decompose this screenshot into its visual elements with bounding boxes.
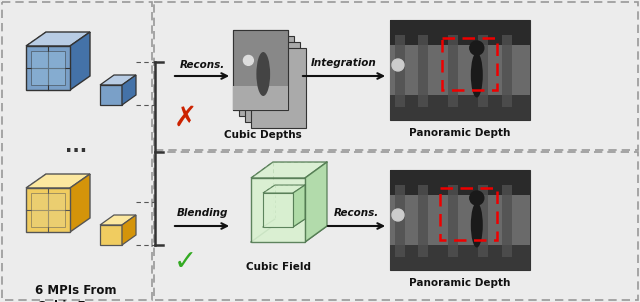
Polygon shape <box>122 75 136 105</box>
Polygon shape <box>263 193 293 227</box>
Circle shape <box>243 56 253 65</box>
Polygon shape <box>305 162 327 242</box>
Text: Recons.: Recons. <box>179 60 225 70</box>
Bar <box>478 185 488 257</box>
Bar <box>390 245 530 270</box>
Bar <box>390 170 530 195</box>
Bar <box>390 20 530 45</box>
Circle shape <box>392 59 404 71</box>
Polygon shape <box>26 188 70 232</box>
Polygon shape <box>251 162 327 178</box>
Text: Integration: Integration <box>311 58 377 68</box>
Bar <box>2 2 152 300</box>
Text: Panoramic Depth: Panoramic Depth <box>410 128 511 138</box>
Polygon shape <box>70 174 90 232</box>
Polygon shape <box>26 46 70 90</box>
Text: Recons.: Recons. <box>333 208 379 218</box>
Bar <box>390 20 530 120</box>
Bar <box>390 45 530 95</box>
Text: ✗: ✗ <box>173 104 196 132</box>
Polygon shape <box>293 185 305 227</box>
Bar <box>154 152 638 300</box>
Bar <box>233 86 288 110</box>
Polygon shape <box>122 215 136 245</box>
Polygon shape <box>26 32 90 46</box>
Polygon shape <box>31 51 65 85</box>
Circle shape <box>470 191 484 205</box>
Bar <box>233 30 288 110</box>
Ellipse shape <box>471 53 483 98</box>
Bar <box>233 30 288 110</box>
Bar <box>390 170 530 270</box>
Text: Blending: Blending <box>176 208 228 218</box>
Text: ···: ··· <box>65 143 87 162</box>
Bar <box>390 95 530 120</box>
Polygon shape <box>100 215 136 225</box>
Bar <box>502 185 512 257</box>
Bar <box>478 35 488 107</box>
Bar <box>448 185 458 257</box>
Polygon shape <box>263 185 305 193</box>
Bar <box>251 48 306 128</box>
Bar <box>418 35 428 107</box>
Polygon shape <box>31 193 65 227</box>
Bar <box>395 185 405 257</box>
Bar <box>154 2 638 150</box>
Bar <box>239 36 294 116</box>
Ellipse shape <box>471 203 483 248</box>
Bar <box>395 35 405 107</box>
Text: Cubic Depths: Cubic Depths <box>224 130 302 140</box>
Text: Panoramic Depth: Panoramic Depth <box>410 278 511 288</box>
Polygon shape <box>100 75 136 85</box>
Circle shape <box>392 209 404 221</box>
Text: Cubic Field: Cubic Field <box>246 262 310 272</box>
Polygon shape <box>70 32 90 90</box>
Bar <box>245 42 300 122</box>
Ellipse shape <box>257 52 270 96</box>
Circle shape <box>470 41 484 55</box>
Bar <box>418 185 428 257</box>
Bar <box>442 38 497 90</box>
Text: ✓: ✓ <box>173 248 196 276</box>
Polygon shape <box>100 225 122 245</box>
Bar <box>440 188 497 240</box>
Bar <box>502 35 512 107</box>
Polygon shape <box>251 178 305 242</box>
Bar <box>390 195 530 245</box>
Text: 6 MPIs From
Cubic Faces: 6 MPIs From Cubic Faces <box>35 284 116 302</box>
Polygon shape <box>100 85 122 105</box>
Bar <box>448 35 458 107</box>
Polygon shape <box>26 174 90 188</box>
